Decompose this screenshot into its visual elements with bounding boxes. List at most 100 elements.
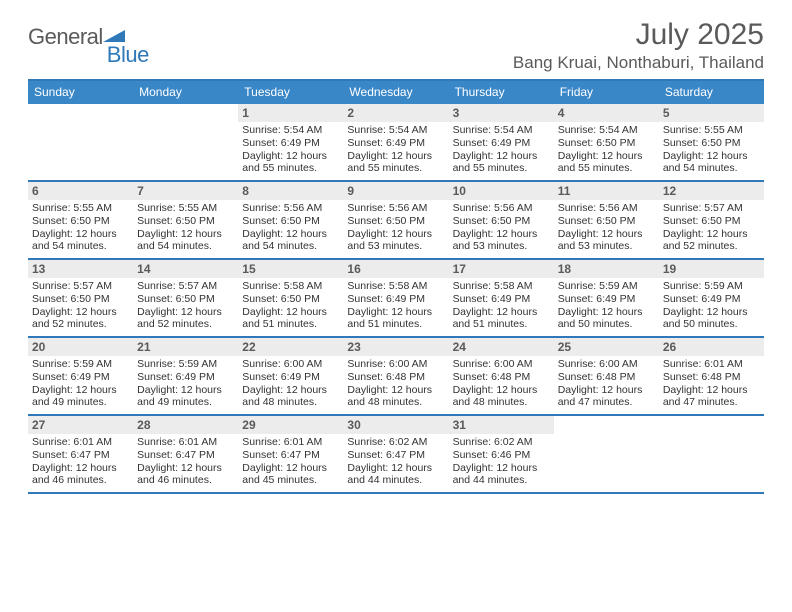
day-details: Sunrise: 6:00 AMSunset: 6:49 PMDaylight:… (242, 358, 339, 409)
day-number: 11 (554, 182, 659, 200)
day-details: Sunrise: 5:56 AMSunset: 6:50 PMDaylight:… (347, 202, 444, 253)
logo-text-general: General (28, 24, 103, 50)
dow-cell: Saturday (659, 81, 764, 104)
day-details: Sunrise: 6:01 AMSunset: 6:47 PMDaylight:… (32, 436, 129, 487)
day-number: 6 (28, 182, 133, 200)
week-row: 20Sunrise: 5:59 AMSunset: 6:49 PMDayligh… (28, 338, 764, 416)
day-cell: 28Sunrise: 6:01 AMSunset: 6:47 PMDayligh… (133, 416, 238, 492)
day-details: Sunrise: 5:56 AMSunset: 6:50 PMDaylight:… (242, 202, 339, 253)
week-row: 1Sunrise: 5:54 AMSunset: 6:49 PMDaylight… (28, 104, 764, 182)
day-number: 10 (449, 182, 554, 200)
day-cell: 12 Sunrise: 5:57 AMSunset: 6:50 PMDayligh… (659, 182, 764, 258)
dow-cell: Monday (133, 81, 238, 104)
day-cell: 20 Sunrise: 5:59 AMSunset: 6:49 PMDayligh… (28, 338, 133, 414)
day-cell: 8 Sunrise: 5:56 AMSunset: 6:50 PMDaylight… (238, 182, 343, 258)
day-cell: 3 Sunrise: 5:54 AMSunset: 6:49 PMDaylight… (449, 104, 554, 180)
day-number: 25 (554, 338, 659, 356)
day-details: Sunrise: 5:54 AMSunset: 6:49 PMDaylight:… (242, 124, 339, 175)
day-number: 13 (28, 260, 133, 278)
day-number: 12 (659, 182, 764, 200)
location-text: Bang Kruai, Nonthaburi, Thailand (513, 53, 764, 73)
day-details: Sunrise: 5:56 AMSunset: 6:50 PMDaylight:… (453, 202, 550, 253)
day-details: Sunrise: 5:58 AMSunset: 6:49 PMDaylight:… (453, 280, 550, 331)
day-details: Sunrise: 5:58 AMSunset: 6:50 PMDaylight:… (242, 280, 339, 331)
day-cell (554, 416, 659, 492)
calendar-grid: 1Sunrise: 5:54 AMSunset: 6:49 PMDaylight… (28, 104, 764, 494)
day-cell: 9 Sunrise: 5:56 AMSunset: 6:50 PMDaylight… (343, 182, 448, 258)
dow-cell: Sunday (28, 81, 133, 104)
day-cell: 7 Sunrise: 5:55 AMSunset: 6:50 PMDaylight… (133, 182, 238, 258)
day-number: 19 (659, 260, 764, 278)
day-cell: 24 Sunrise: 6:00 AMSunset: 6:48 PMDayligh… (449, 338, 554, 414)
day-details: Sunrise: 5:57 AMSunset: 6:50 PMDaylight:… (137, 280, 234, 331)
day-cell: 17 Sunrise: 5:58 AMSunset: 6:49 PMDayligh… (449, 260, 554, 336)
dow-cell: Wednesday (343, 81, 448, 104)
day-cell: 2Sunrise: 5:54 AMSunset: 6:49 PMDaylight… (343, 104, 448, 180)
day-number: 15 (238, 260, 343, 278)
logo-text-blue: Blue (107, 42, 149, 68)
day-number: 1 (238, 104, 343, 122)
dow-cell: Thursday (449, 81, 554, 104)
day-cell: 25Sunrise: 6:00 AMSunset: 6:48 PMDayligh… (554, 338, 659, 414)
day-number: 5 (659, 104, 764, 122)
dow-cell: Friday (554, 81, 659, 104)
day-number: 16 (343, 260, 448, 278)
day-details: Sunrise: 6:01 AMSunset: 6:47 PMDaylight:… (242, 436, 339, 487)
day-number: 20 (28, 338, 133, 356)
day-details: Sunrise: 5:59 AMSunset: 6:49 PMDaylight:… (32, 358, 129, 409)
day-cell: 22 Sunrise: 6:00 AMSunset: 6:49 PMDayligh… (238, 338, 343, 414)
day-cell (133, 104, 238, 180)
day-number: 31 (449, 416, 554, 434)
day-details: Sunrise: 5:57 AMSunset: 6:50 PMDaylight:… (663, 202, 760, 253)
day-cell: 19 Sunrise: 5:59 AMSunset: 6:49 PMDayligh… (659, 260, 764, 336)
day-cell: 21Sunrise: 5:59 AMSunset: 6:49 PMDayligh… (133, 338, 238, 414)
day-details: Sunrise: 5:55 AMSunset: 6:50 PMDaylight:… (137, 202, 234, 253)
day-cell: 1 Sunrise: 5:54 AMSunset: 6:49 PMDaylight… (238, 104, 343, 180)
day-number: 17 (449, 260, 554, 278)
day-details: Sunrise: 5:56 AMSunset: 6:50 PMDaylight:… (558, 202, 655, 253)
day-number: 29 (238, 416, 343, 434)
day-number: 22 (238, 338, 343, 356)
day-number: 8 (238, 182, 343, 200)
day-cell: 5 Sunrise: 5:55 AMSunset: 6:50 PMDaylight… (659, 104, 764, 180)
week-row: 13Sunrise: 5:57 AMSunset: 6:50 PMDayligh… (28, 260, 764, 338)
day-number: 26 (659, 338, 764, 356)
week-row: 27Sunrise: 6:01 AMSunset: 6:47 PMDayligh… (28, 416, 764, 494)
day-number: 24 (449, 338, 554, 356)
day-details: Sunrise: 5:54 AMSunset: 6:49 PMDaylight:… (347, 124, 444, 175)
day-of-week-row: SundayMondayTuesdayWednesdayThursdayFrid… (28, 81, 764, 104)
day-details: Sunrise: 5:54 AMSunset: 6:50 PMDaylight:… (558, 124, 655, 175)
week-row: 6Sunrise: 5:55 AMSunset: 6:50 PMDaylight… (28, 182, 764, 260)
day-number: 18 (554, 260, 659, 278)
day-details: Sunrise: 6:01 AMSunset: 6:47 PMDaylight:… (137, 436, 234, 487)
day-details: Sunrise: 5:58 AMSunset: 6:49 PMDaylight:… (347, 280, 444, 331)
day-details: Sunrise: 5:59 AMSunset: 6:49 PMDaylight:… (558, 280, 655, 331)
day-number: 23 (343, 338, 448, 356)
day-cell: 14Sunrise: 5:57 AMSunset: 6:50 PMDayligh… (133, 260, 238, 336)
day-details: Sunrise: 5:57 AMSunset: 6:50 PMDaylight:… (32, 280, 129, 331)
day-number: 9 (343, 182, 448, 200)
day-details: Sunrise: 6:00 AMSunset: 6:48 PMDaylight:… (347, 358, 444, 409)
day-details: Sunrise: 5:59 AMSunset: 6:49 PMDaylight:… (137, 358, 234, 409)
day-details: Sunrise: 6:00 AMSunset: 6:48 PMDaylight:… (453, 358, 550, 409)
day-cell: 6 Sunrise: 5:55 AMSunset: 6:50 PMDaylight… (28, 182, 133, 258)
day-cell (659, 416, 764, 492)
day-details: Sunrise: 5:55 AMSunset: 6:50 PMDaylight:… (663, 124, 760, 175)
day-cell: 27Sunrise: 6:01 AMSunset: 6:47 PMDayligh… (28, 416, 133, 492)
day-number: 3 (449, 104, 554, 122)
day-details: Sunrise: 5:55 AMSunset: 6:50 PMDaylight:… (32, 202, 129, 253)
day-details: Sunrise: 6:02 AMSunset: 6:47 PMDaylight:… (347, 436, 444, 487)
day-cell: 30Sunrise: 6:02 AMSunset: 6:47 PMDayligh… (343, 416, 448, 492)
day-details: Sunrise: 6:01 AMSunset: 6:48 PMDaylight:… (663, 358, 760, 409)
day-cell (28, 104, 133, 180)
day-cell: 29 Sunrise: 6:01 AMSunset: 6:47 PMDayligh… (238, 416, 343, 492)
day-cell: 15 Sunrise: 5:58 AMSunset: 6:50 PMDayligh… (238, 260, 343, 336)
logo: General Blue (28, 18, 149, 68)
title-block: July 2025 Bang Kruai, Nonthaburi, Thaila… (513, 18, 764, 73)
day-details: Sunrise: 5:54 AMSunset: 6:49 PMDaylight:… (453, 124, 550, 175)
day-cell: 23 Sunrise: 6:00 AMSunset: 6:48 PMDayligh… (343, 338, 448, 414)
day-cell: 26 Sunrise: 6:01 AMSunset: 6:48 PMDayligh… (659, 338, 764, 414)
day-number: 7 (133, 182, 238, 200)
day-cell: 11 Sunrise: 5:56 AMSunset: 6:50 PMDayligh… (554, 182, 659, 258)
day-details: Sunrise: 5:59 AMSunset: 6:49 PMDaylight:… (663, 280, 760, 331)
